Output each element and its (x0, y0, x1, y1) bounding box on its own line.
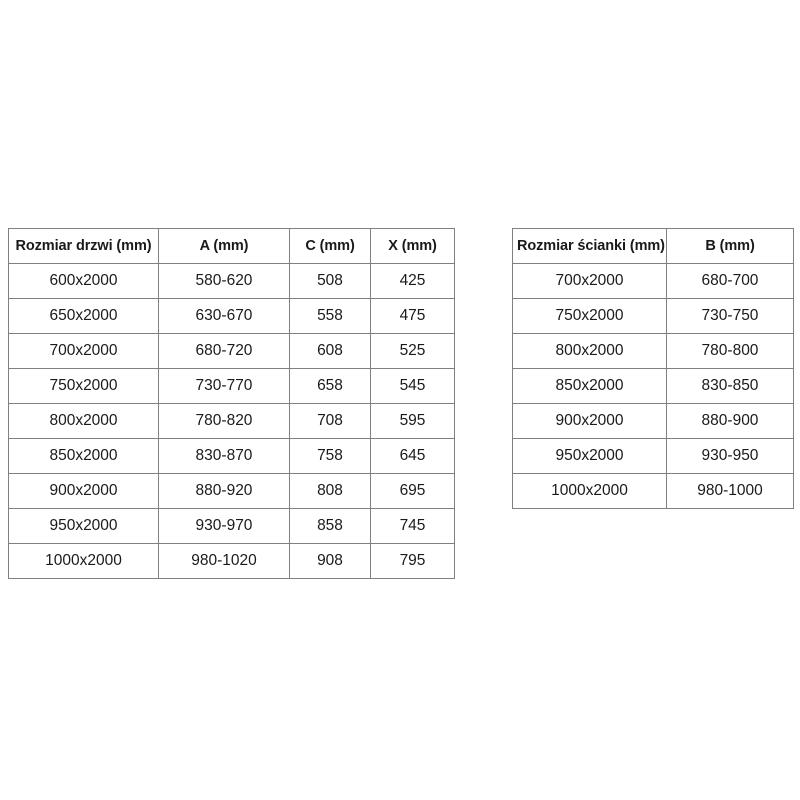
table-row: 850x2000 830-870 758 645 (8, 438, 455, 474)
table-row: 650x2000 630-670 558 475 (8, 298, 455, 334)
cell-wall-size: 850x2000 (512, 368, 667, 404)
cell-c: 908 (289, 543, 371, 579)
table-row: 750x2000 730-770 658 545 (8, 368, 455, 404)
cell-door-size: 1000x2000 (8, 543, 159, 579)
cell-x: 595 (370, 403, 455, 439)
doors-dimensions-table: Rozmiar drzwi (mm) A (mm) C (mm) X (mm) … (8, 228, 455, 579)
cell-x: 545 (370, 368, 455, 404)
table-header-row: Rozmiar drzwi (mm) A (mm) C (mm) X (mm) (8, 228, 455, 264)
cell-b: 830-850 (666, 368, 794, 404)
cell-x: 795 (370, 543, 455, 579)
cell-door-size: 950x2000 (8, 508, 159, 544)
cell-c: 708 (289, 403, 371, 439)
cell-c: 758 (289, 438, 371, 474)
table-header-row: Rozmiar ścianki (mm) B (mm) (512, 228, 794, 264)
cell-door-size: 800x2000 (8, 403, 159, 439)
doors-table-header: Rozmiar drzwi (mm) A (mm) C (mm) X (mm) (8, 228, 455, 264)
cell-a: 830-870 (158, 438, 290, 474)
cell-c: 658 (289, 368, 371, 404)
cell-a: 580-620 (158, 263, 290, 299)
cell-x: 745 (370, 508, 455, 544)
cell-c: 608 (289, 333, 371, 369)
cell-wall-size: 750x2000 (512, 298, 667, 334)
table-row: 900x2000 880-900 (512, 403, 794, 439)
cell-a: 930-970 (158, 508, 290, 544)
cell-door-size: 900x2000 (8, 473, 159, 509)
cell-wall-size: 800x2000 (512, 333, 667, 369)
cell-a: 880-920 (158, 473, 290, 509)
wall-dimensions-table: Rozmiar ścianki (mm) B (mm) 700x2000 680… (512, 228, 794, 509)
cell-wall-size: 1000x2000 (512, 473, 667, 509)
cell-x: 695 (370, 473, 455, 509)
wall-dimensions-table-container: Rozmiar ścianki (mm) B (mm) 700x2000 680… (512, 228, 794, 509)
cell-x: 645 (370, 438, 455, 474)
cell-b: 780-800 (666, 333, 794, 369)
cell-a: 730-770 (158, 368, 290, 404)
cell-door-size: 600x2000 (8, 263, 159, 299)
cell-b: 930-950 (666, 438, 794, 474)
table-row: 850x2000 830-850 (512, 368, 794, 404)
cell-a: 630-670 (158, 298, 290, 334)
cell-door-size: 650x2000 (8, 298, 159, 334)
cell-wall-size: 900x2000 (512, 403, 667, 439)
cell-x: 475 (370, 298, 455, 334)
cell-c: 508 (289, 263, 371, 299)
cell-a: 680-720 (158, 333, 290, 369)
header-cell-wall-size: Rozmiar ścianki (mm) (512, 228, 667, 264)
cell-b: 680-700 (666, 263, 794, 299)
cell-door-size: 700x2000 (8, 333, 159, 369)
cell-c: 858 (289, 508, 371, 544)
header-cell-c: C (mm) (289, 228, 371, 264)
cell-x: 525 (370, 333, 455, 369)
table-row: 700x2000 680-720 608 525 (8, 333, 455, 369)
cell-x: 425 (370, 263, 455, 299)
cell-a: 780-820 (158, 403, 290, 439)
header-cell-door-size: Rozmiar drzwi (mm) (8, 228, 159, 264)
table-row: 1000x2000 980-1020 908 795 (8, 543, 455, 579)
table-row: 750x2000 730-750 (512, 298, 794, 334)
table-row: 950x2000 930-970 858 745 (8, 508, 455, 544)
cell-c: 558 (289, 298, 371, 334)
table-row: 800x2000 780-800 (512, 333, 794, 369)
cell-b: 880-900 (666, 403, 794, 439)
table-row: 700x2000 680-700 (512, 263, 794, 299)
table-row: 800x2000 780-820 708 595 (8, 403, 455, 439)
cell-door-size: 850x2000 (8, 438, 159, 474)
wall-table-header: Rozmiar ścianki (mm) B (mm) (512, 228, 794, 264)
table-row: 950x2000 930-950 (512, 438, 794, 474)
wall-table-body: 700x2000 680-700 750x2000 730-750 800x20… (512, 263, 794, 509)
cell-door-size: 750x2000 (8, 368, 159, 404)
header-cell-x: X (mm) (370, 228, 455, 264)
table-row: 1000x2000 980-1000 (512, 473, 794, 509)
doors-table-body: 600x2000 580-620 508 425 650x2000 630-67… (8, 263, 455, 579)
cell-c: 808 (289, 473, 371, 509)
cell-wall-size: 950x2000 (512, 438, 667, 474)
table-row: 600x2000 580-620 508 425 (8, 263, 455, 299)
cell-wall-size: 700x2000 (512, 263, 667, 299)
cell-b: 730-750 (666, 298, 794, 334)
table-row: 900x2000 880-920 808 695 (8, 473, 455, 509)
doors-dimensions-table-container: Rozmiar drzwi (mm) A (mm) C (mm) X (mm) … (8, 228, 455, 579)
header-cell-a: A (mm) (158, 228, 290, 264)
cell-a: 980-1020 (158, 543, 290, 579)
header-cell-b: B (mm) (666, 228, 794, 264)
cell-b: 980-1000 (666, 473, 794, 509)
